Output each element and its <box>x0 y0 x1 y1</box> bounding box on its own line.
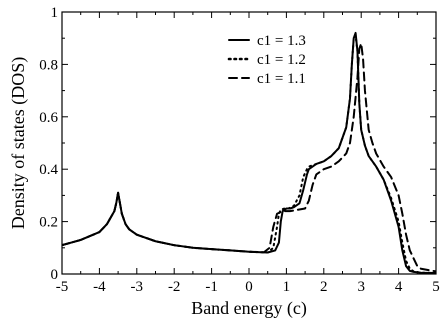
legend-label: c1 = 1.3 <box>257 33 306 49</box>
x-tick-label: -4 <box>93 279 106 295</box>
x-tick-label: 4 <box>395 279 403 295</box>
x-tick-label: -5 <box>56 279 69 295</box>
x-tick-label: 3 <box>357 279 365 295</box>
y-tick-label: 0 <box>51 267 59 283</box>
y-axis-title: Density of states (DOS) <box>8 57 29 229</box>
y-tick-label: 0.6 <box>39 110 58 126</box>
x-axis-title: Band energy (c) <box>191 298 307 319</box>
legend: c1 = 1.3 c1 = 1.2 c1 = 1.1 <box>227 33 306 87</box>
legend-label: c1 = 1.1 <box>257 71 306 87</box>
series-layer <box>62 31 436 274</box>
x-tick-label: 2 <box>320 279 328 295</box>
y-tick-label: 0.4 <box>39 162 58 178</box>
plot-frame <box>61 11 437 275</box>
x-tick-label: 1 <box>283 279 291 295</box>
ticks-layer: -5 -4 -3 -2 -1 0 1 2 3 4 5 0 0.2 0.4 0.6 0.8 1 <box>39 5 440 295</box>
series-line-dotted <box>62 34 436 274</box>
x-tick-label: 5 <box>432 279 440 295</box>
series-line-solid <box>62 31 436 274</box>
x-tick-label: 0 <box>245 279 253 295</box>
legend-label: c1 = 1.2 <box>257 52 306 68</box>
x-tick-label: -2 <box>168 279 181 295</box>
x-tick-label: -3 <box>131 279 144 295</box>
y-tick-label: 1 <box>51 5 59 21</box>
series-line-dashed <box>62 42 436 273</box>
y-tick-label: 0.2 <box>39 215 58 231</box>
y-tick-label: 0.8 <box>39 57 58 73</box>
x-tick-label: -1 <box>205 279 218 295</box>
